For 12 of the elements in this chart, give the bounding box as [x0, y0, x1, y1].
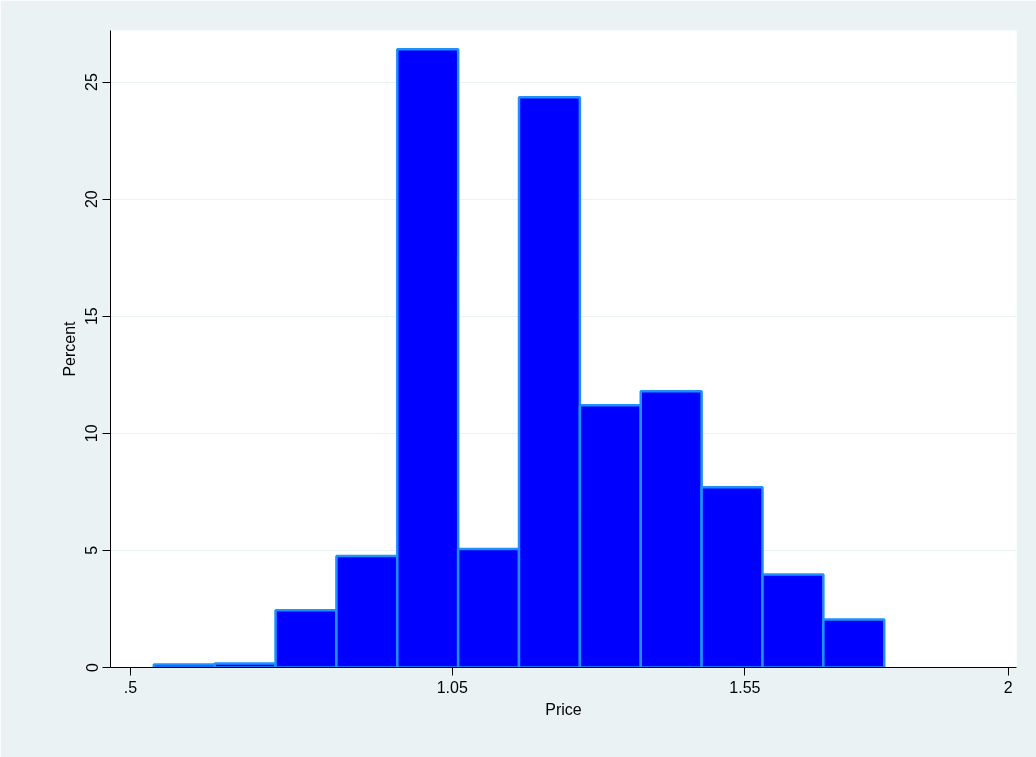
y-tick-label: 5: [83, 545, 101, 555]
x-tick-label: 1.05: [436, 678, 468, 696]
y-axis-title: Percent: [60, 320, 78, 377]
y-tick-label: 15: [83, 307, 101, 326]
y-tick-label: 20: [83, 190, 101, 209]
y-tick-label: 25: [83, 73, 101, 91]
x-tick-label: .5: [123, 678, 138, 696]
y-tick-label: 0: [83, 662, 101, 672]
x-tick-label: 1.55: [729, 678, 761, 696]
y-tick-label: 10: [83, 424, 101, 443]
x-axis-title: Price: [545, 700, 582, 718]
x-tick-label: 2: [1003, 678, 1013, 696]
